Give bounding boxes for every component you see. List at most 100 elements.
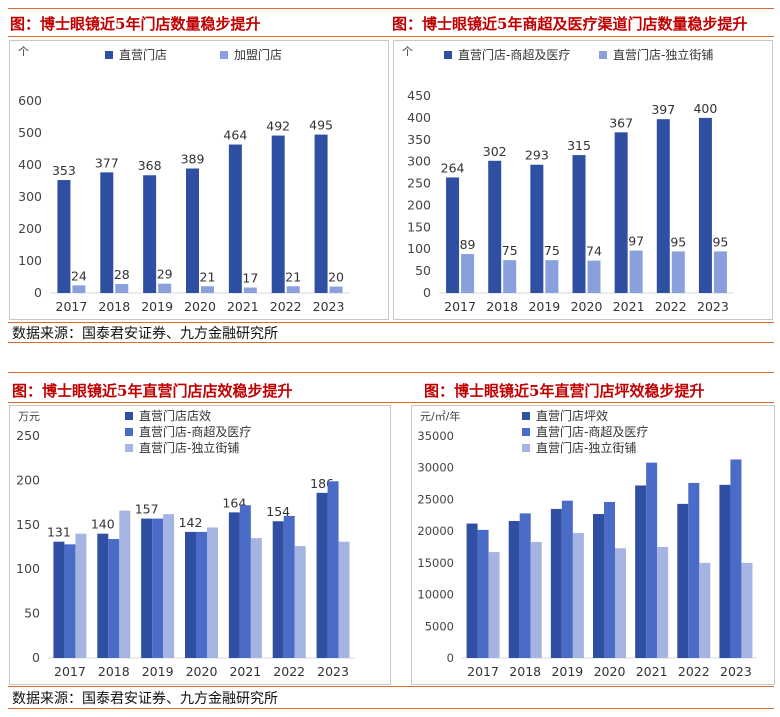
x-tick-label: 2023 [317,664,349,679]
legend-swatch-0 [105,51,113,59]
y-tick-label: 400 [18,157,42,172]
legend-swatch-0 [444,51,452,59]
y-axis-unit: 个 [402,45,413,58]
chart-4-panel: 元/㎡/年 0 5000 10000 15000 20000 25000 30000 35000… [411,405,775,685]
bar-2021-s1 [629,250,643,293]
bar-2019-s0 [530,164,544,293]
chart-4-svg: 元/㎡/年 0 5000 10000 15000 20000 25000 30000 35000… [417,408,757,679]
data-label-2020-s0: 389 [181,152,205,167]
bar-2017-s1 [461,254,475,293]
bar-2017-s1 [64,544,76,658]
bar-2018-s0 [100,172,114,293]
y-tick-label: 100 [16,561,40,576]
bar-2019-s2 [572,533,584,658]
y-tick-label: 0 [32,650,40,665]
bar-2017-s2 [488,552,500,658]
y-tick-label: 600 [18,93,42,108]
bar-2019-s2 [163,514,175,658]
data-label-2017-s1: 89 [460,237,476,252]
x-tick-label: 2021 [636,664,668,679]
data-label-2020-s1: 21 [200,269,216,284]
bar-2023-s1 [730,459,742,658]
chart-2-panel: 个 0 50 100 150 200 250 300 350 400 450 264 89 2017 302… [393,40,773,320]
data-label-2017-s0: 131 [47,525,71,540]
x-tick-label: 2020 [571,299,603,314]
chart-3-svg: 万元 0 50 100 150 200 250 131 2017 140 2018 157 2019 14… [16,408,355,679]
bar-2022-s0 [677,503,689,658]
bar-2020-s0 [186,168,199,293]
x-tick-label: 2019 [528,299,560,314]
bar-2021-s1 [239,505,251,658]
y-axis-unit: 元/㎡/年 [420,409,460,423]
bar-2019-s1 [158,283,172,293]
bar-2018-s0 [508,520,520,658]
bar-2021-s0 [635,485,647,658]
bar-2018-s1 [519,513,531,658]
bar-2022-s2 [699,562,711,658]
x-tick-label: 2023 [313,299,345,314]
x-tick-label: 2018 [486,299,518,314]
bar-2021-s1 [646,462,658,658]
data-label-2019-s1: 29 [157,267,173,282]
bar-2020-s1 [196,531,207,658]
bar-2019-s1 [152,518,164,658]
data-label-2020-s0: 142 [179,515,203,530]
y-tick-label: 50 [24,606,40,621]
legend-label-0: 直营门店店效 [139,408,211,423]
y-axis-unit: 万元 [18,410,40,423]
bar-2019-s0 [143,175,157,293]
y-tick-label: 100 [18,253,42,268]
x-tick-label: 2017 [444,299,476,314]
bar-2021-s0 [228,512,240,658]
x-tick-label: 2020 [186,664,218,679]
y-tick-label: 5000 [425,619,454,633]
y-tick-label: 0 [34,285,42,300]
legend-label-2: 直营门店-独立街铺 [536,440,636,455]
data-label-2017-s0: 264 [441,160,465,175]
legend-swatch-2 [522,444,530,452]
y-tick-label: 0 [423,285,431,300]
data-label-2021-s0: 464 [223,128,247,143]
data-label-2019-s0: 157 [135,502,159,517]
bar-2023-s1 [713,251,727,293]
data-label-2018-s1: 75 [502,243,518,258]
bar-2017-s0 [57,180,71,293]
data-label-2023-s0: 400 [693,101,717,116]
bar-2019-s1 [545,260,559,293]
data-label-2017-s0: 353 [52,163,76,178]
bar-2020-s1 [604,501,615,658]
top-bottom-rule [8,342,774,343]
data-label-2018-s0: 302 [483,144,507,159]
bar-2022-s0 [271,135,285,293]
chart-3-panel: 万元 0 50 100 150 200 250 131 2017 140 2018 157 2019 14… [9,405,391,685]
bar-2018-s0 [97,533,109,658]
data-label-2022-s1: 21 [285,269,301,284]
legend-swatch-1 [125,428,133,436]
bar-2021-s0 [614,132,628,293]
y-tick-label: 150 [16,517,40,532]
data-label-2022-s0: 492 [266,119,290,134]
bottom-top-rule [8,372,774,373]
bar-2022-s2 [294,546,306,658]
y-tick-label: 30000 [417,461,454,475]
data-label-2023-s1: 20 [328,270,344,285]
y-tick-label: 100 [407,241,431,256]
bar-2022-s0 [656,119,670,293]
bar-2017-s1 [477,529,489,658]
y-tick-label: 300 [407,154,431,169]
bar-2018-s1 [108,539,120,658]
legend-swatch-0 [522,412,530,420]
bar-2022-s1 [688,482,700,658]
x-tick-label: 2018 [509,664,541,679]
x-tick-label: 2022 [270,299,302,314]
y-tick-label: 200 [407,197,431,212]
y-tick-label: 20000 [417,524,454,538]
bar-2017-s0 [446,177,460,293]
data-label-2019-s0: 293 [525,148,549,163]
y-tick-label: 250 [407,176,431,191]
x-tick-label: 2022 [273,664,305,679]
data-label-2019-s1: 75 [544,243,560,258]
x-tick-label: 2018 [98,299,130,314]
y-tick-label: 450 [407,88,431,103]
bar-2021-s2 [657,547,669,658]
